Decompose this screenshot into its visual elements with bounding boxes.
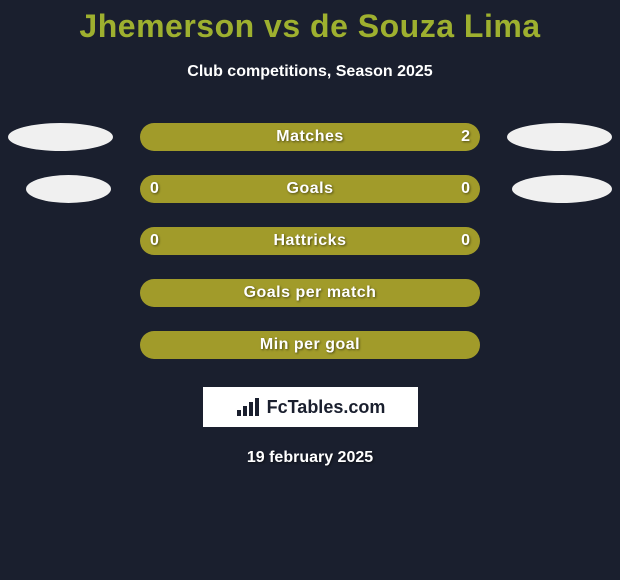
player-left-avatar xyxy=(26,175,111,203)
stat-row-matches: Matches 2 xyxy=(0,123,620,151)
brand-logo-text: FcTables.com xyxy=(267,397,386,418)
chart-icon xyxy=(235,396,263,418)
stat-bar: Min per goal xyxy=(140,331,480,359)
stat-row-hattricks: Hattricks 0 0 xyxy=(0,227,620,255)
stat-label: Goals per match xyxy=(244,284,377,302)
comparison-area: Matches 2 Goals 0 0 Hattricks 0 0 Goals … xyxy=(0,123,620,359)
player-right-avatar xyxy=(512,175,612,203)
page-title: Jhemerson vs de Souza Lima xyxy=(79,8,540,45)
stat-value-right: 0 xyxy=(461,232,470,250)
stat-label: Goals xyxy=(287,180,334,198)
subtitle: Club competitions, Season 2025 xyxy=(187,63,432,81)
stat-value-left: 0 xyxy=(150,232,159,250)
stat-value-left: 0 xyxy=(150,180,159,198)
infographic-container: Jhemerson vs de Souza Lima Club competit… xyxy=(0,0,620,467)
stat-row-goals: Goals 0 0 xyxy=(0,175,620,203)
stat-bar: Goals xyxy=(140,175,480,203)
stat-label: Matches xyxy=(276,128,344,146)
stat-label: Min per goal xyxy=(260,336,360,354)
footer-date: 19 february 2025 xyxy=(247,449,373,467)
stat-value-right: 0 xyxy=(461,180,470,198)
stat-bar: Goals per match xyxy=(140,279,480,307)
stat-label: Hattricks xyxy=(274,232,347,250)
brand-logo: FcTables.com xyxy=(203,387,418,427)
stat-value-right: 2 xyxy=(461,128,470,146)
player-right-avatar xyxy=(507,123,612,151)
stat-bar: Hattricks xyxy=(140,227,480,255)
stat-row-mpg: Min per goal xyxy=(0,331,620,359)
stat-row-gpm: Goals per match xyxy=(0,279,620,307)
player-left-avatar xyxy=(8,123,113,151)
stat-bar: Matches xyxy=(140,123,480,151)
